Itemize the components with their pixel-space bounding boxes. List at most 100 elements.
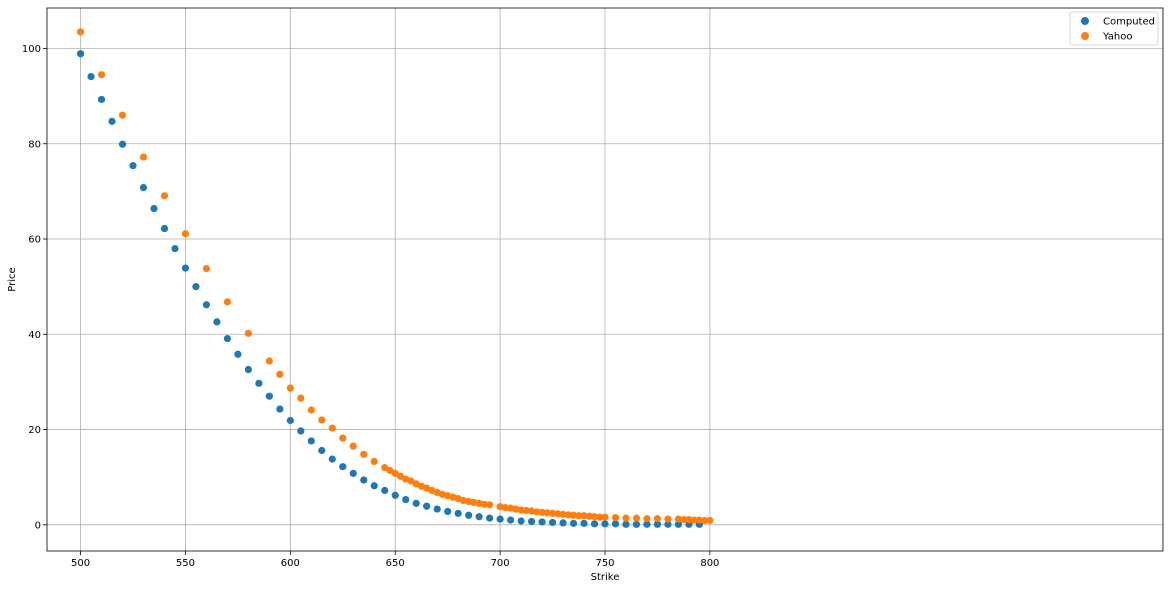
point-computed (433, 505, 441, 513)
point-computed (286, 416, 294, 425)
point-yahoo (575, 512, 583, 520)
x-tick-label: 700 (491, 558, 510, 569)
point-yahoo (690, 516, 698, 524)
data-points (76, 28, 714, 528)
point-yahoo (360, 450, 368, 458)
point-computed (381, 486, 389, 495)
legend-marker-yahoo (1081, 32, 1089, 40)
point-computed (307, 437, 315, 445)
point-computed (255, 379, 263, 387)
point-yahoo (585, 512, 593, 520)
point-computed (517, 517, 525, 525)
point-yahoo (386, 466, 394, 475)
point-computed (527, 517, 536, 526)
point-yahoo (396, 472, 405, 480)
point-yahoo (622, 514, 630, 522)
point-yahoo (486, 501, 494, 509)
point-yahoo (118, 111, 127, 119)
point-yahoo (653, 515, 662, 523)
point-yahoo (569, 511, 578, 519)
point-yahoo (480, 500, 488, 508)
point-computed (129, 162, 137, 170)
legend-label-computed: Computed (1103, 17, 1155, 28)
point-computed (118, 140, 127, 148)
point-yahoo (328, 424, 336, 432)
point-computed (276, 405, 284, 413)
point-computed (559, 519, 567, 527)
point-computed (339, 463, 347, 471)
y-tick-label: 40 (28, 330, 41, 341)
point-computed (622, 520, 630, 528)
point-yahoo (706, 516, 714, 525)
point-computed (444, 507, 452, 516)
point-yahoo (685, 515, 693, 524)
point-computed (548, 518, 557, 527)
point-computed (181, 264, 190, 272)
point-yahoo (407, 477, 415, 485)
point-computed (160, 224, 169, 233)
point-computed (265, 392, 273, 400)
point-computed (423, 502, 431, 510)
point-computed (674, 520, 683, 528)
point-yahoo (517, 506, 525, 514)
point-yahoo (391, 469, 399, 477)
point-computed (349, 469, 357, 477)
point-yahoo (674, 515, 683, 523)
point-computed (538, 518, 546, 526)
point-computed (664, 520, 672, 528)
point-yahoo (339, 434, 347, 442)
x-axis-label: Strike (591, 572, 620, 583)
point-yahoo (596, 513, 604, 521)
legend-box (1069, 11, 1159, 46)
point-yahoo (381, 464, 389, 472)
point-yahoo (701, 516, 709, 525)
x-tick-label: 800 (700, 558, 719, 569)
point-computed (370, 482, 378, 490)
x-tick-label: 750 (595, 558, 614, 569)
point-computed (223, 334, 232, 343)
point-yahoo (318, 416, 326, 424)
point-computed (643, 520, 651, 528)
point-yahoo (286, 384, 294, 392)
point-computed (486, 514, 494, 522)
x-tick-label: 500 (71, 558, 90, 569)
legend-marker-computed (1081, 17, 1089, 25)
point-yahoo (559, 510, 567, 518)
point-yahoo (307, 406, 315, 414)
point-yahoo (543, 509, 551, 517)
point-yahoo (97, 71, 106, 79)
x-tick-label: 550 (176, 558, 195, 569)
point-computed (202, 301, 211, 309)
axis-ticks: 500 550 600 650 700 750 800 0 20 40 60 80 100 (22, 44, 720, 569)
point-yahoo (538, 508, 546, 517)
point-yahoo (297, 394, 305, 402)
point-yahoo (181, 230, 190, 238)
point-yahoo (223, 298, 232, 306)
legend: Computed Yahoo (1069, 11, 1159, 46)
point-computed (360, 476, 368, 484)
point-computed (108, 117, 116, 125)
y-tick-label: 0 (35, 520, 41, 531)
point-computed (192, 283, 200, 291)
point-yahoo (276, 370, 284, 378)
point-computed (580, 519, 588, 527)
point-yahoo (139, 153, 148, 161)
point-yahoo (522, 506, 530, 515)
point-computed (297, 427, 305, 435)
point-yahoo (160, 192, 169, 200)
point-computed (328, 455, 336, 463)
point-computed (465, 511, 473, 519)
point-yahoo (601, 513, 609, 521)
point-computed (653, 520, 662, 528)
point-yahoo (680, 515, 688, 524)
x-tick-label: 650 (386, 558, 405, 569)
point-computed (87, 72, 95, 81)
point-computed (171, 244, 179, 253)
point-computed (454, 509, 462, 517)
point-yahoo (695, 516, 703, 524)
point-computed (150, 204, 158, 213)
y-tick-label: 60 (28, 235, 41, 246)
point-yahoo (501, 504, 509, 512)
point-computed (475, 513, 483, 521)
